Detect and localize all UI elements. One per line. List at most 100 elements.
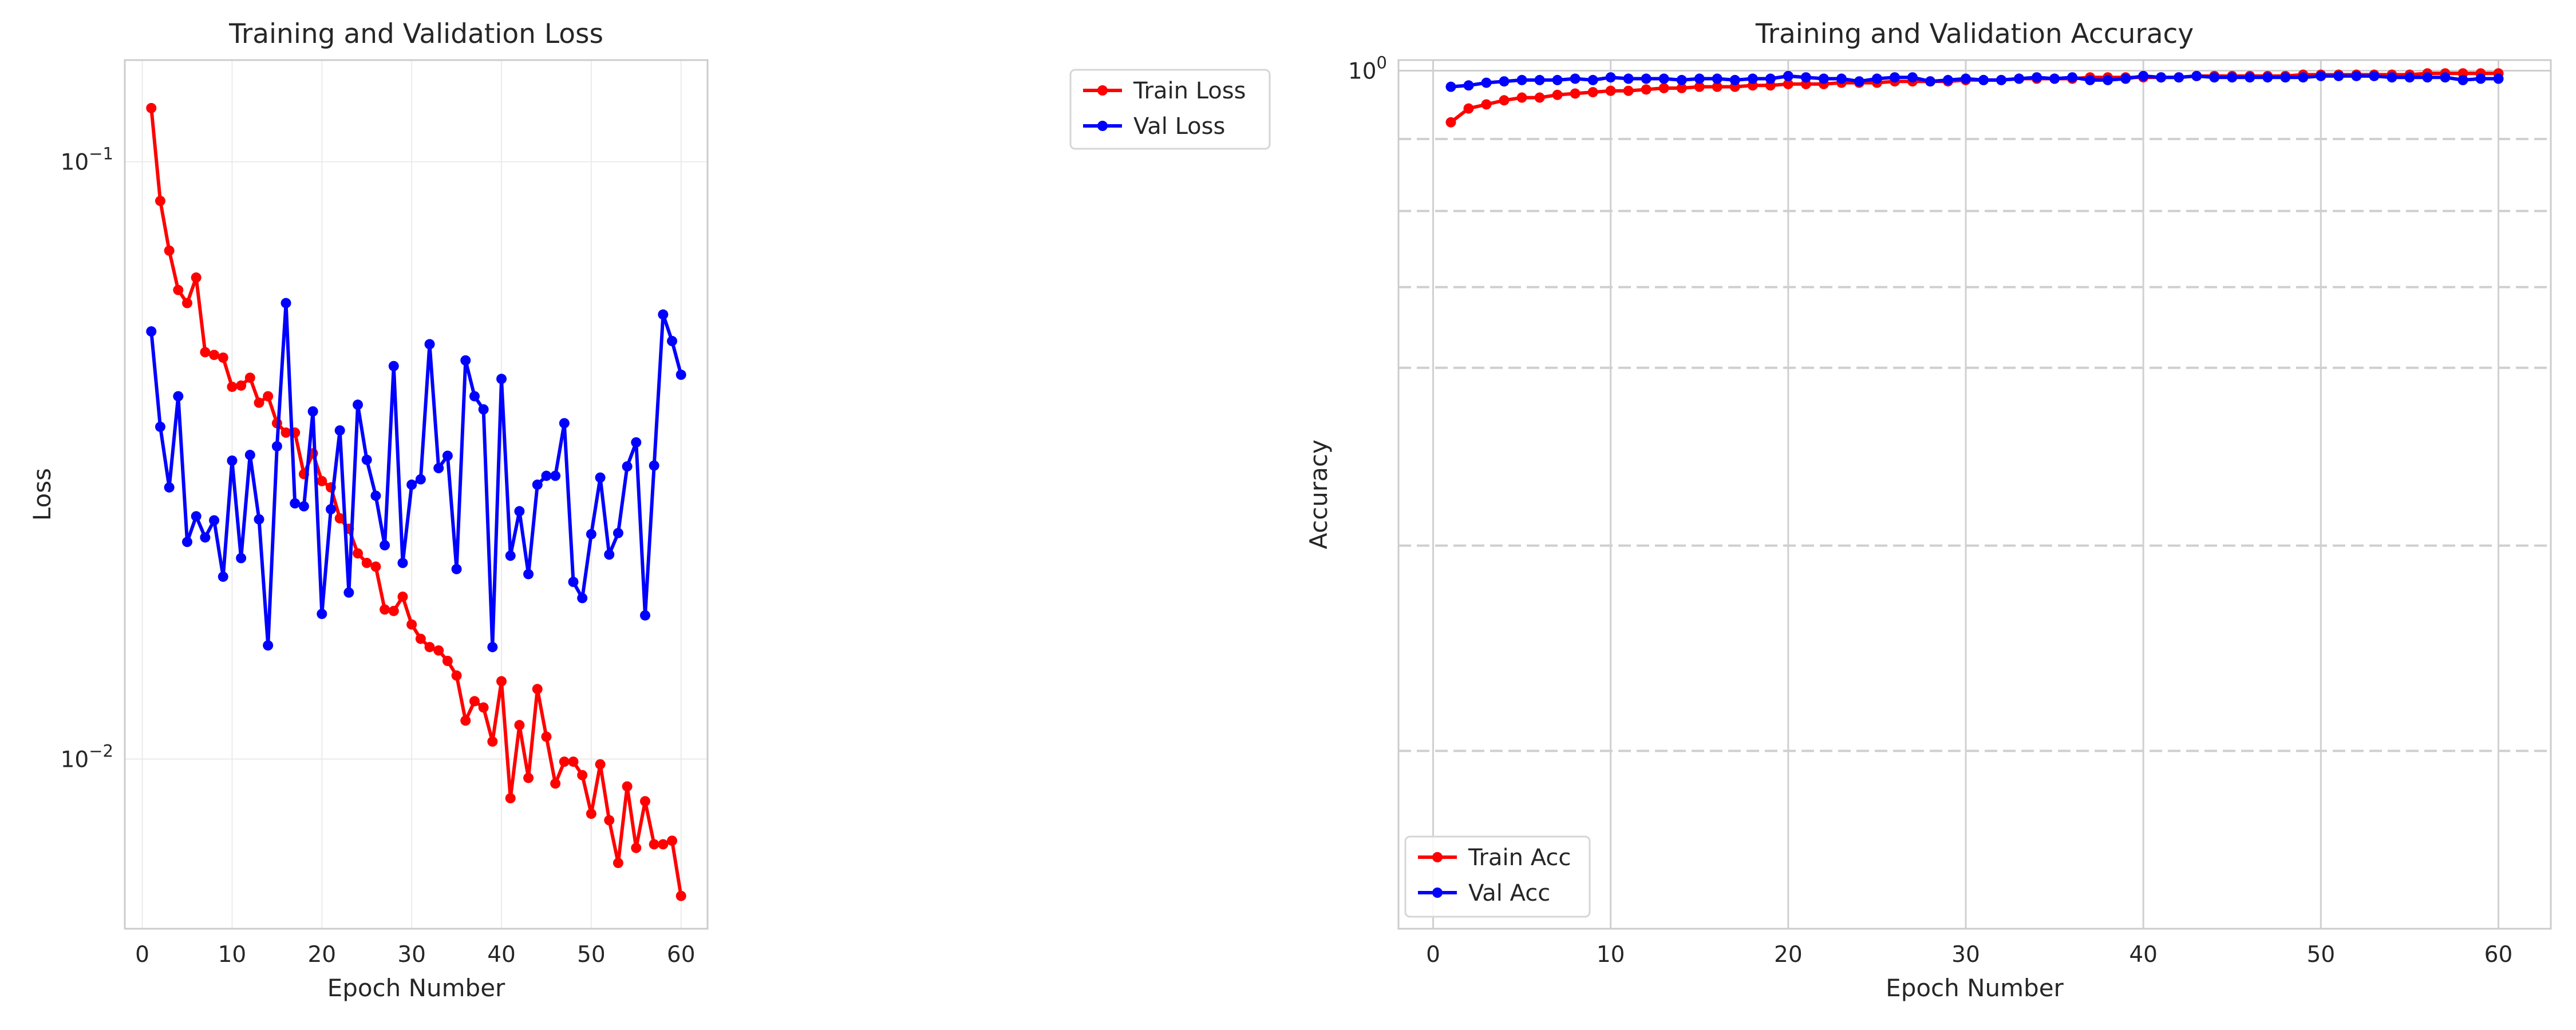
chart-title: Training and Validation Loss <box>228 18 603 50</box>
data-point <box>2333 70 2344 81</box>
data-point <box>2120 73 2131 84</box>
data-point <box>460 355 471 366</box>
x-tick-label: 40 <box>487 942 516 968</box>
data-point <box>1889 72 1900 83</box>
plot-frame <box>1397 59 2552 930</box>
data-point <box>1481 77 1492 88</box>
data-point <box>254 514 264 525</box>
data-point <box>1516 92 1527 103</box>
data-point <box>649 460 659 471</box>
data-point <box>460 715 471 726</box>
data-point <box>1694 73 1705 84</box>
data-point <box>424 339 435 350</box>
plot-area <box>125 60 708 929</box>
data-point <box>451 564 462 575</box>
data-point <box>469 391 480 402</box>
data-point <box>290 498 301 509</box>
data-point <box>2369 70 2380 81</box>
data-point <box>2191 70 2202 81</box>
data-point <box>487 736 498 747</box>
y-tick-label: 10−2 <box>61 742 113 773</box>
data-point <box>639 796 650 807</box>
data-point <box>164 482 175 493</box>
data-point <box>559 756 570 767</box>
data-point <box>1783 70 1793 81</box>
data-point <box>2493 73 2504 84</box>
x-tick-label: 40 <box>2129 942 2158 968</box>
data-point <box>334 513 345 524</box>
data-point <box>317 608 327 619</box>
data-point <box>146 102 157 113</box>
x-tick-label: 0 <box>135 942 149 968</box>
data-point <box>1641 73 1652 84</box>
data-point <box>1445 117 1456 128</box>
chart-panel-2: 0 10 20 30 40 50 60 100 Training and Validation … <box>1305 18 2552 1002</box>
data-point <box>1978 74 1989 85</box>
data-point <box>559 418 570 429</box>
series-line <box>149 301 683 649</box>
legend: Train Acc Val Acc <box>1404 835 1591 918</box>
data-point <box>1534 74 1545 85</box>
x-tick-label: 30 <box>397 942 426 968</box>
x-tick-label: 10 <box>218 942 247 968</box>
data-point <box>370 561 381 572</box>
data-point <box>550 470 561 481</box>
data-point <box>2138 70 2149 81</box>
y-tick-label: 100 <box>1348 53 1387 85</box>
data-point <box>1818 73 1829 84</box>
x-tick-label: 20 <box>307 942 336 968</box>
data-point <box>2440 72 2451 83</box>
data-point <box>1499 95 1510 106</box>
data-point <box>182 537 193 548</box>
data-point <box>380 604 390 615</box>
data-point <box>236 380 247 391</box>
data-point <box>442 655 453 666</box>
chart-panel-1: 0 10 20 30 40 50 60 10−2 10−1 Training and Valida… <box>28 18 1271 1002</box>
data-point <box>1747 73 1758 84</box>
data-point <box>2351 70 2362 81</box>
data-point <box>1783 78 1793 89</box>
data-point <box>1516 74 1527 85</box>
data-point <box>191 511 202 522</box>
x-axis-label: Epoch Number <box>327 974 505 1002</box>
data-point <box>244 373 255 383</box>
data-point <box>397 557 408 568</box>
data-point <box>622 781 633 792</box>
data-point <box>415 474 426 485</box>
data-point <box>361 557 372 568</box>
data-point <box>370 490 381 501</box>
data-point <box>442 450 453 461</box>
plot-area <box>1398 60 2551 929</box>
x-tick-label: 30 <box>1951 942 1980 968</box>
data-point <box>254 397 264 408</box>
data-point <box>298 501 309 512</box>
data-point <box>505 793 516 803</box>
data-point <box>532 480 543 490</box>
data-point <box>1605 85 1616 96</box>
data-point <box>406 619 417 630</box>
data-point <box>1570 88 1581 99</box>
x-tick-label: 20 <box>1774 942 1803 968</box>
data-point <box>415 633 426 644</box>
data-point <box>2280 72 2291 83</box>
data-point <box>541 470 552 481</box>
data-point <box>514 720 525 731</box>
x-tick-label: 0 <box>1426 942 1440 968</box>
data-point <box>1658 73 1669 84</box>
data-point <box>1907 72 1918 83</box>
data-point <box>631 437 642 448</box>
data-point <box>639 610 650 621</box>
data-point <box>1729 74 1740 85</box>
data-point <box>1481 99 1492 110</box>
data-point <box>2209 72 2220 83</box>
data-point <box>2014 73 2025 84</box>
data-point <box>541 731 552 742</box>
data-point <box>2316 70 2326 81</box>
data-point <box>1605 72 1616 83</box>
data-point <box>200 347 211 358</box>
data-point <box>595 472 606 483</box>
data-point <box>307 406 318 417</box>
data-point <box>2298 72 2309 83</box>
data-point <box>613 528 623 538</box>
